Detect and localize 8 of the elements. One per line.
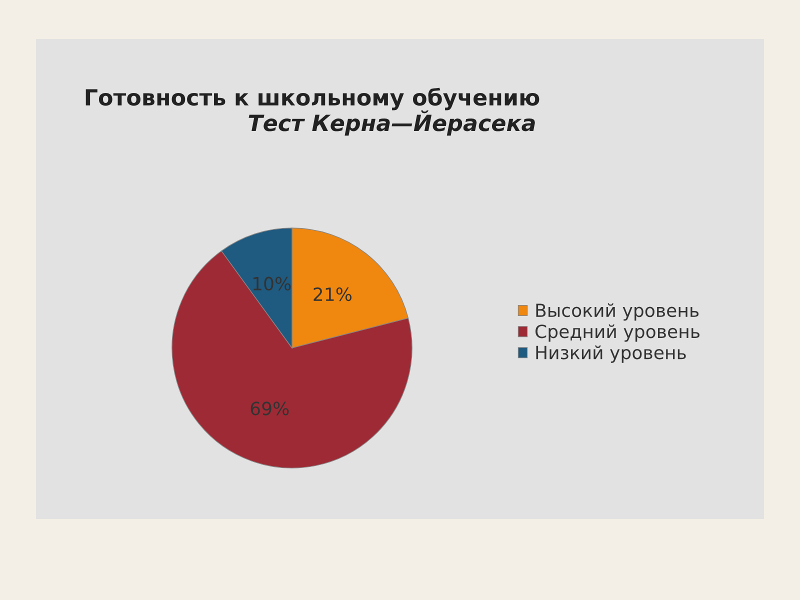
data-label: 10% [254,276,291,290]
legend-label: Высокий уровень [536,303,699,321]
legend-label: Средний уровень [536,324,700,342]
chart-subtitle: Тест Керна—Йерасека [248,110,535,136]
data-label: 69% [250,402,289,416]
legend-label: Низкий уровень [536,345,686,363]
chart-title: Готовность к школьному обучению [86,88,540,110]
data-label: 21% [314,287,352,302]
